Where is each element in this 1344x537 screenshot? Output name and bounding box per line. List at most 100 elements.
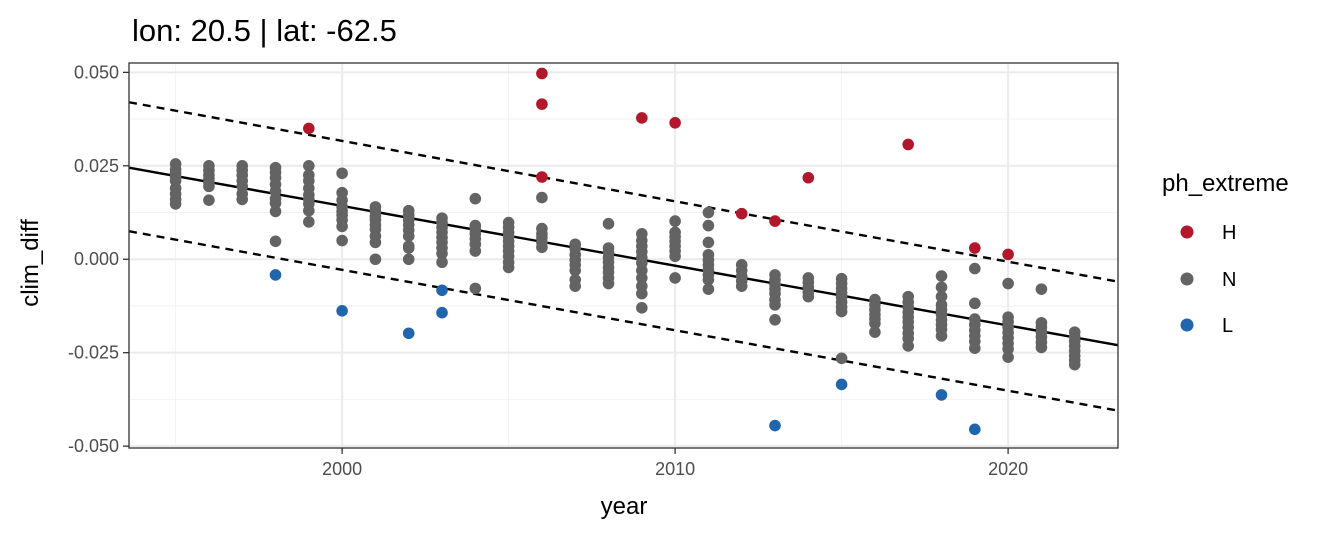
point-n	[569, 264, 582, 277]
x-tick-label: 2020	[988, 459, 1028, 479]
x-axis-title: year	[601, 493, 648, 520]
point-n	[369, 236, 382, 249]
point-h	[735, 207, 748, 220]
plot-panel-border	[128, 62, 1119, 449]
point-n	[1002, 351, 1014, 363]
point-n	[402, 242, 415, 254]
point-n	[935, 290, 948, 303]
point-n	[935, 330, 948, 342]
point-n	[269, 197, 282, 209]
point-n	[1035, 283, 1048, 295]
x-tick-label: 2000	[322, 459, 362, 479]
point-n	[869, 317, 881, 330]
point-n	[969, 342, 981, 354]
line-trend	[128, 166, 1119, 347]
point-n	[203, 180, 215, 193]
point-n	[636, 287, 648, 300]
point-h	[669, 117, 681, 129]
point-l	[969, 423, 981, 436]
y-tick-label: -0.025	[68, 343, 119, 363]
point-n	[702, 236, 715, 249]
point-n	[969, 262, 981, 275]
point-n	[236, 193, 249, 206]
point-n	[436, 247, 448, 260]
point-n	[1035, 341, 1048, 354]
point-n	[303, 204, 315, 217]
legend: ph_extreme H N L	[1162, 170, 1289, 337]
point-n	[636, 302, 648, 314]
chart-title: lon: 20.5 | lat: -62.5	[132, 13, 397, 48]
point-n	[935, 270, 948, 282]
point-n	[969, 297, 981, 310]
point-n	[469, 282, 482, 295]
point-h	[636, 112, 648, 124]
point-n	[336, 220, 348, 233]
point-h	[902, 138, 915, 151]
point-n	[402, 253, 415, 266]
point-l	[935, 389, 948, 401]
point-n	[469, 245, 482, 257]
point-h	[536, 67, 548, 80]
point-l	[769, 419, 781, 432]
legend-label-n: N	[1222, 269, 1236, 291]
point-n	[735, 280, 748, 292]
point-h	[969, 242, 981, 254]
point-l	[269, 269, 282, 281]
point-n	[402, 230, 415, 242]
point-n	[303, 159, 315, 172]
fit-lines	[128, 101, 1119, 412]
point-n	[569, 280, 582, 292]
point-n	[169, 198, 182, 210]
legend-label-l: L	[1222, 315, 1233, 337]
point-n	[702, 219, 715, 232]
point-h	[769, 215, 781, 227]
point-n	[835, 305, 848, 318]
point-h	[802, 171, 815, 184]
point-n	[336, 167, 348, 180]
y-tick-label: 0.050	[74, 62, 119, 82]
point-n	[702, 273, 715, 286]
point-n	[369, 253, 382, 266]
point-n	[336, 234, 348, 247]
point-n	[469, 192, 482, 205]
y-axis-title: clim_diff	[17, 219, 44, 307]
point-h	[1002, 248, 1014, 261]
point-n	[769, 299, 781, 311]
grid-major	[129, 63, 1118, 448]
point-n	[269, 205, 282, 218]
legend-label-h: H	[1222, 222, 1236, 244]
point-n	[502, 261, 515, 274]
y-tick-label: 0.025	[74, 156, 119, 176]
x-axis-ticks: 2000 2010 2020	[322, 448, 1028, 479]
point-h	[303, 122, 315, 135]
point-n	[536, 191, 548, 204]
point-n	[303, 216, 315, 228]
point-n	[902, 340, 915, 352]
point-n	[636, 272, 648, 284]
point-n	[935, 281, 948, 294]
point-n	[1002, 343, 1014, 355]
point-n	[702, 206, 715, 219]
point-n	[1002, 277, 1014, 290]
point-n	[436, 256, 448, 269]
point-n	[669, 272, 681, 284]
point-h	[536, 98, 548, 110]
point-n	[835, 352, 848, 365]
point-n	[602, 277, 615, 290]
point-n	[269, 235, 282, 248]
point-n	[702, 283, 715, 295]
point-n	[1068, 358, 1081, 371]
y-tick-label: 0.000	[74, 249, 119, 269]
legend-title: ph_extreme	[1162, 170, 1289, 197]
y-axis-ticks: -0.050 -0.025 0.000 0.025 0.050	[68, 62, 129, 456]
grid-minor	[129, 63, 1118, 448]
point-n	[669, 250, 681, 263]
point-n	[536, 241, 548, 254]
point-l	[336, 305, 348, 317]
point-l	[436, 284, 448, 297]
y-tick-label: -0.050	[68, 436, 119, 456]
point-n	[869, 326, 881, 338]
point-h	[536, 171, 548, 183]
point-n	[203, 194, 215, 206]
